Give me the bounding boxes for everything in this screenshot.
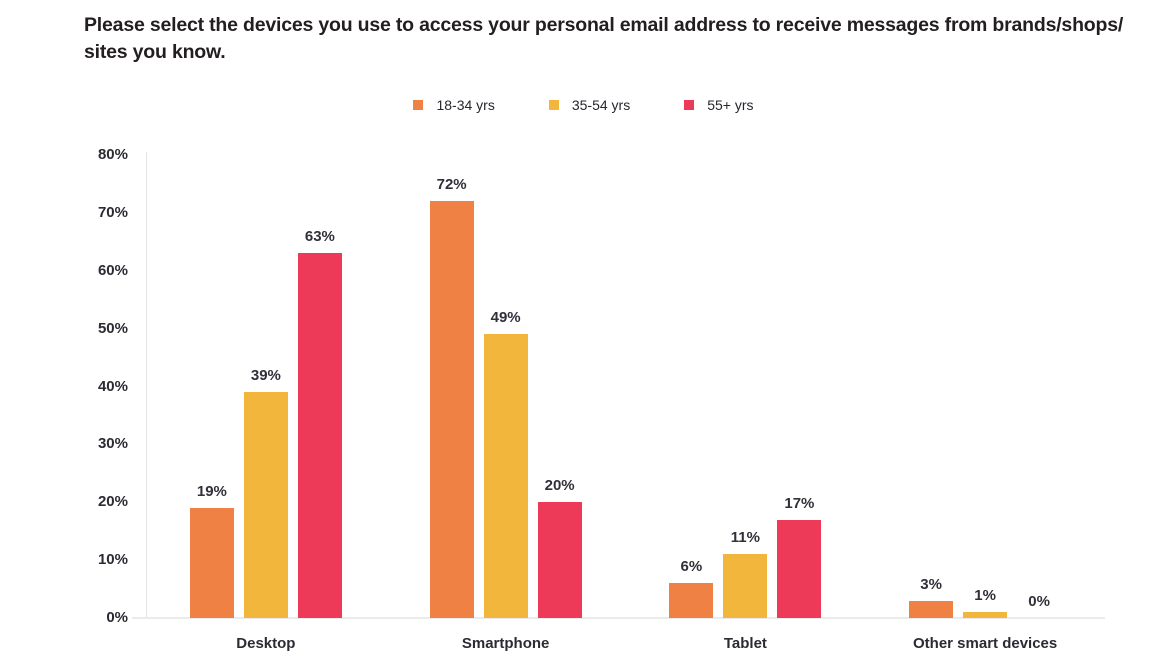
legend-label: 35-54 yrs [571,97,631,113]
bar-value-label: 63% [304,228,335,246]
bar-35-54-yrs [723,554,768,618]
chart-legend: 18-34 yrs 35-54 yrs 55+ yrs [0,96,1167,114]
bar-value-label: 72% [436,176,467,194]
bar-value-label: 19% [196,483,227,501]
category-label: Other smart devices [913,635,1058,652]
chart-title-line1: Please select the devices you use to acc… [84,14,1124,36]
y-axis-tick-label: 40% [97,377,128,395]
bar-18-34-yrs [909,600,954,618]
category-label: Desktop [236,635,296,652]
chart-title: Please select the devices you use to acc… [84,12,1144,66]
y-axis-tick-label: 0% [106,609,128,626]
y-axis-line [146,152,147,618]
y-axis-tick-label: 30% [97,435,128,453]
category-label: Smartphone [461,635,550,652]
bar-value-label: 6% [680,558,703,576]
legend-item-2: 35-54 yrs [548,96,631,114]
y-axis-tick-label: 50% [97,319,128,337]
chart-title-line2: sites you know. [84,41,226,63]
legend-item-1: 18-34 yrs [413,96,495,114]
legend-swatch-icon [684,100,695,110]
bar-18-34-yrs [429,201,474,618]
legend-swatch-icon [413,100,424,110]
bar-35-54-yrs [483,334,528,618]
y-axis-tick-label: 10% [97,551,128,569]
bar-35-54-yrs [963,612,1008,618]
bar-value-label: 17% [784,494,815,512]
bar-value-label: 49% [490,309,521,327]
bar-35-54-yrs [243,392,288,618]
y-axis-tick-label: 60% [97,261,128,279]
bar-value-label: 11% [730,529,760,547]
legend-item-3: 55+ yrs [684,96,754,114]
bar-55+-yrs [777,519,822,618]
x-axis-baseline [132,617,1105,619]
bar-55+-yrs [537,502,582,618]
legend-swatch-icon [548,100,559,110]
y-axis-tick-label: 80% [97,146,128,163]
legend-label: 18-34 yrs [436,97,495,113]
legend-label: 55+ yrs [707,97,754,113]
y-axis-tick-label: 20% [97,493,128,511]
bar-value-label: 0% [1028,593,1050,610]
bar-value-label: 3% [920,575,942,593]
bar-value-label: 20% [544,477,575,495]
bar-18-34-yrs [669,583,714,618]
bar-55+-yrs [297,253,342,618]
bar-18-34-yrs [189,508,234,618]
y-axis-tick-label: 70% [97,203,128,221]
bar-value-label: 1% [974,587,996,605]
category-label: Tablet [723,635,767,652]
bar-value-label: 39% [250,367,281,385]
